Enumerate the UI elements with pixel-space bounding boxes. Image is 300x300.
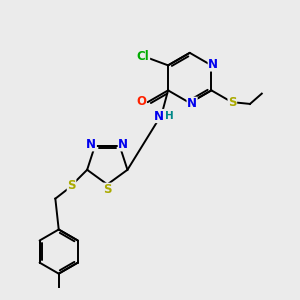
Text: H: H [166, 111, 174, 121]
Text: S: S [103, 183, 112, 196]
Text: S: S [228, 96, 237, 109]
Text: N: N [118, 138, 128, 151]
Text: O: O [136, 95, 146, 108]
Text: S: S [67, 179, 76, 192]
Text: N: N [187, 97, 197, 110]
Text: N: N [154, 110, 164, 122]
Text: N: N [86, 138, 96, 151]
Text: N: N [208, 58, 218, 71]
Text: Cl: Cl [137, 50, 149, 63]
